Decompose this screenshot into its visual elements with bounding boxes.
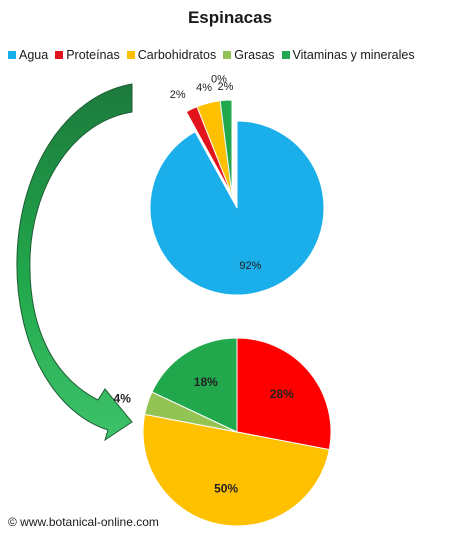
pie-slice-vitaminas-y-minerales	[151, 337, 238, 433]
legend-swatch	[281, 51, 290, 59]
legend: Agua Proteínas Carbohidratos Grasas Vita…	[8, 48, 415, 62]
legend-label: Agua	[19, 48, 49, 62]
pie-slice-proteinas	[236, 337, 332, 451]
data-label: 18%	[194, 375, 218, 389]
legend-swatch	[126, 51, 135, 59]
legend-item-grasas: Grasas	[223, 48, 275, 62]
legend-item-carbohidratos: Carbohidratos	[126, 48, 217, 62]
pie-slice-agua	[149, 120, 325, 296]
legend-item-proteinas: Proteínas	[55, 48, 120, 62]
curved-arrow-icon	[16, 83, 133, 442]
legend-swatch	[55, 51, 64, 59]
chart-title: Espinacas	[187, 8, 273, 27]
data-label: 2%	[170, 89, 186, 101]
legend-label: Vitaminas y minerales	[292, 48, 415, 62]
data-label: 28%	[270, 387, 294, 401]
legend-swatch	[223, 51, 232, 59]
pie-slice-vitaminas-y-minerales	[219, 99, 233, 196]
data-label: 2%	[218, 81, 234, 93]
data-label: 0%	[211, 74, 227, 86]
legend-item-vitaminas: Vitaminas y minerales	[281, 48, 415, 62]
pie-chart-composition: 92%2%4%0%2%	[149, 74, 325, 296]
legend-label: Proteínas	[66, 48, 120, 62]
pie-chart-nutrients: 28% 50% 4% 18%	[114, 337, 332, 527]
legend-label: Carbohidratos	[137, 48, 217, 62]
legend-label: Grasas	[234, 48, 275, 62]
data-label: 4%	[196, 82, 212, 94]
pie-slice-carbohidratos	[142, 413, 330, 527]
data-label: 50%	[214, 481, 238, 495]
copyright-footer: © www.botanical-online.com	[8, 515, 159, 529]
legend-item-agua: Agua	[8, 48, 48, 62]
data-label: 92%	[239, 260, 261, 272]
legend-swatch	[8, 51, 16, 59]
data-label: 4%	[114, 391, 132, 405]
